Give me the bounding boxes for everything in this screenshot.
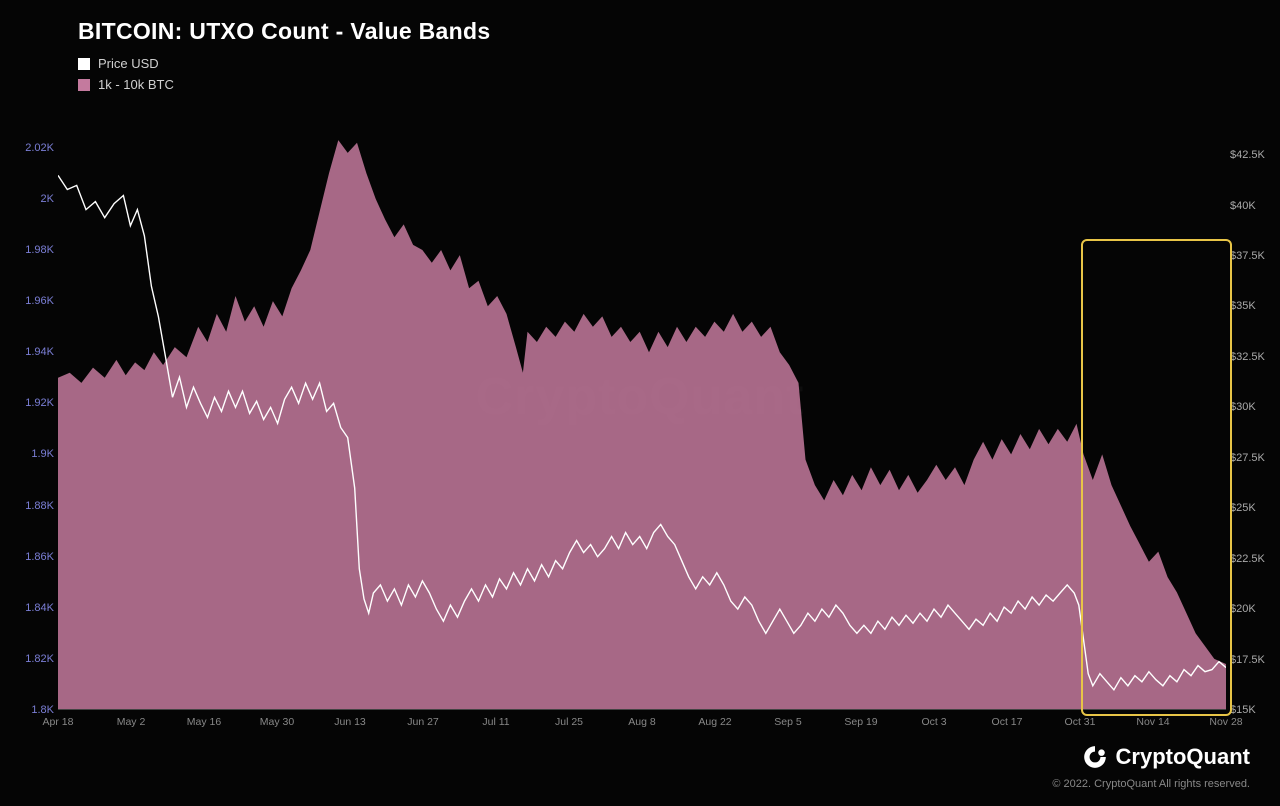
brand-icon — [1082, 744, 1108, 770]
x-tick: Jun 27 — [407, 716, 439, 728]
y-left-tick: 1.86K — [12, 551, 54, 563]
y-right-tick: $25K — [1230, 502, 1274, 514]
legend-item-band: 1k - 10k BTC — [78, 77, 174, 92]
y-left-tick: 1.9K — [12, 448, 54, 460]
legend: Price USD 1k - 10k BTC — [78, 56, 174, 98]
y-right-tick: $37.5K — [1230, 250, 1274, 262]
y-right-tick: $17.5K — [1230, 654, 1274, 666]
x-tick: Sep 19 — [844, 716, 877, 728]
legend-swatch-price — [78, 58, 90, 70]
y-right-tick: $42.5K — [1230, 149, 1274, 161]
y-right-tick: $20K — [1230, 603, 1274, 615]
legend-item-price: Price USD — [78, 56, 174, 71]
x-tick: Jul 11 — [482, 716, 509, 728]
brand: CryptoQuant — [1082, 744, 1250, 770]
x-tick: Sep 5 — [774, 716, 801, 728]
chart-svg — [58, 135, 1226, 710]
y-axis-right: $15K$17.5K$20K$22.5K$25K$27.5K$30K$32.5K… — [1230, 135, 1274, 710]
legend-label-band: 1k - 10k BTC — [98, 77, 174, 92]
y-right-tick: $40K — [1230, 200, 1274, 212]
y-left-tick: 1.82K — [12, 653, 54, 665]
y-left-tick: 1.88K — [12, 500, 54, 512]
y-right-tick: $15K — [1230, 704, 1274, 716]
x-tick: May 2 — [117, 716, 146, 728]
y-left-tick: 1.92K — [12, 397, 54, 409]
x-tick: Jul 25 — [555, 716, 583, 728]
y-left-tick: 1.84K — [12, 602, 54, 614]
y-left-tick: 1.8K — [12, 704, 54, 716]
copyright: © 2022. CryptoQuant All rights reserved. — [1052, 778, 1250, 790]
x-tick: Jun 13 — [334, 716, 366, 728]
y-right-tick: $27.5K — [1230, 452, 1274, 464]
y-left-tick: 2.02K — [12, 142, 54, 154]
x-tick: Oct 3 — [921, 716, 946, 728]
y-left-tick: 1.96K — [12, 295, 54, 307]
y-axis-left: 1.8K1.82K1.84K1.86K1.88K1.9K1.92K1.94K1.… — [12, 135, 54, 710]
x-tick: May 16 — [187, 716, 221, 728]
y-right-tick: $22.5K — [1230, 553, 1274, 565]
x-tick: May 30 — [260, 716, 294, 728]
x-tick: Oct 17 — [992, 716, 1023, 728]
area-series — [58, 140, 1226, 710]
y-left-tick: 1.98K — [12, 244, 54, 256]
y-right-tick: $32.5K — [1230, 351, 1274, 363]
legend-swatch-band — [78, 79, 90, 91]
x-axis: Apr 18May 2May 16May 30Jun 13Jun 27Jul 1… — [58, 716, 1226, 736]
x-tick: Apr 18 — [43, 716, 74, 728]
brand-text: CryptoQuant — [1116, 744, 1250, 770]
y-left-tick: 2K — [12, 193, 54, 205]
y-right-tick: $35K — [1230, 300, 1274, 312]
chart-title: BITCOIN: UTXO Count - Value Bands — [78, 18, 490, 45]
legend-label-price: Price USD — [98, 56, 159, 71]
y-right-tick: $30K — [1230, 401, 1274, 413]
y-left-tick: 1.94K — [12, 346, 54, 358]
x-tick: Nov 14 — [1136, 716, 1169, 728]
x-tick: Oct 31 — [1065, 716, 1096, 728]
chart-plot — [58, 135, 1226, 710]
x-tick: Aug 22 — [698, 716, 731, 728]
x-tick: Nov 28 — [1209, 716, 1242, 728]
x-tick: Aug 8 — [628, 716, 655, 728]
